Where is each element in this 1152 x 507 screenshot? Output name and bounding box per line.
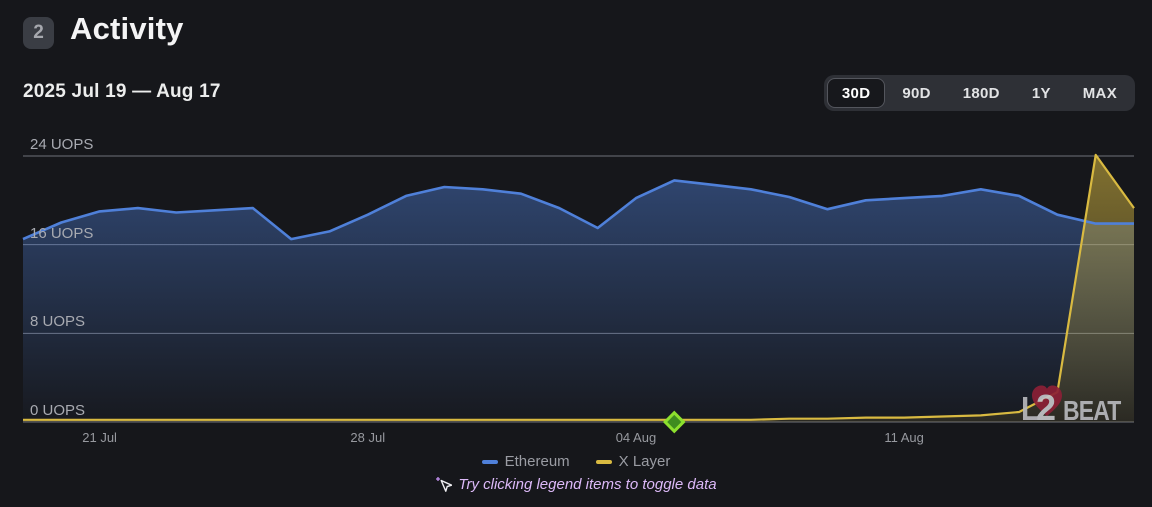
x-tick-label: 28 Jul [350,430,386,445]
y-tick-label: 24 UOPS [30,136,94,153]
l2beat-logo: L 2 BEAT [1021,381,1141,428]
range-option-180d[interactable]: 180D [948,78,1015,108]
xlayer-line [23,153,1135,421]
range-option-90d[interactable]: 90D [887,78,945,108]
page-title: Activity [70,11,184,46]
legend-item-ethereum[interactable]: Ethereum [481,453,570,470]
l2beat-logo-beat: BEAT [1063,395,1121,426]
y-tick-label: 0 UOPS [30,402,86,419]
milestone-diamond[interactable] [662,410,686,434]
chart-legend: Ethereum X Layer [0,453,1152,470]
ethereum-area [23,180,1134,422]
time-range-selector: 30D 90D 180D 1Y MAX [823,75,1135,111]
section-number-badge: 2 [23,17,54,49]
l2beat-logo-l: L [1021,390,1040,427]
xlayer-color-dash [595,459,612,464]
legend-label-xlayer: X Layer [618,453,671,470]
range-option-1y[interactable]: 1Y [1017,78,1066,108]
cursor-sparkle-icon [436,477,453,492]
legend-item-xlayer[interactable]: X Layer [595,453,671,470]
ethereum-line [22,179,1134,241]
ethereum-color-dash [481,459,498,464]
chart-canvas[interactable] [0,130,1152,450]
range-option-max[interactable]: MAX [1068,78,1132,108]
y-tick-label: 8 UOPS [30,313,86,331]
range-option-30d[interactable]: 30D [826,78,886,108]
legend-hint-text: Try clicking legend items to toggle data [458,476,717,493]
x-tick-label: 04 Aug [615,430,657,445]
chart-date-range: 2025 Jul 19 — Aug 17 [23,81,221,102]
legend-label-ethereum: Ethereum [504,453,570,470]
activity-chart[interactable]: 0 UOPS 8 UOPS 16 UOPS 24 UOPS 21 Jul 28 Jul 0… [0,130,1152,450]
legend-hint: Try clicking legend items to toggle data [0,476,1152,493]
x-tick-label: 21 Jul [82,430,117,445]
x-tick-label: 11 Aug [884,430,924,445]
y-tick-label: 16 UOPS [30,224,94,242]
l2beat-logo-2: 2 [1036,387,1057,428]
l2beat-heart-icon [1032,385,1062,416]
